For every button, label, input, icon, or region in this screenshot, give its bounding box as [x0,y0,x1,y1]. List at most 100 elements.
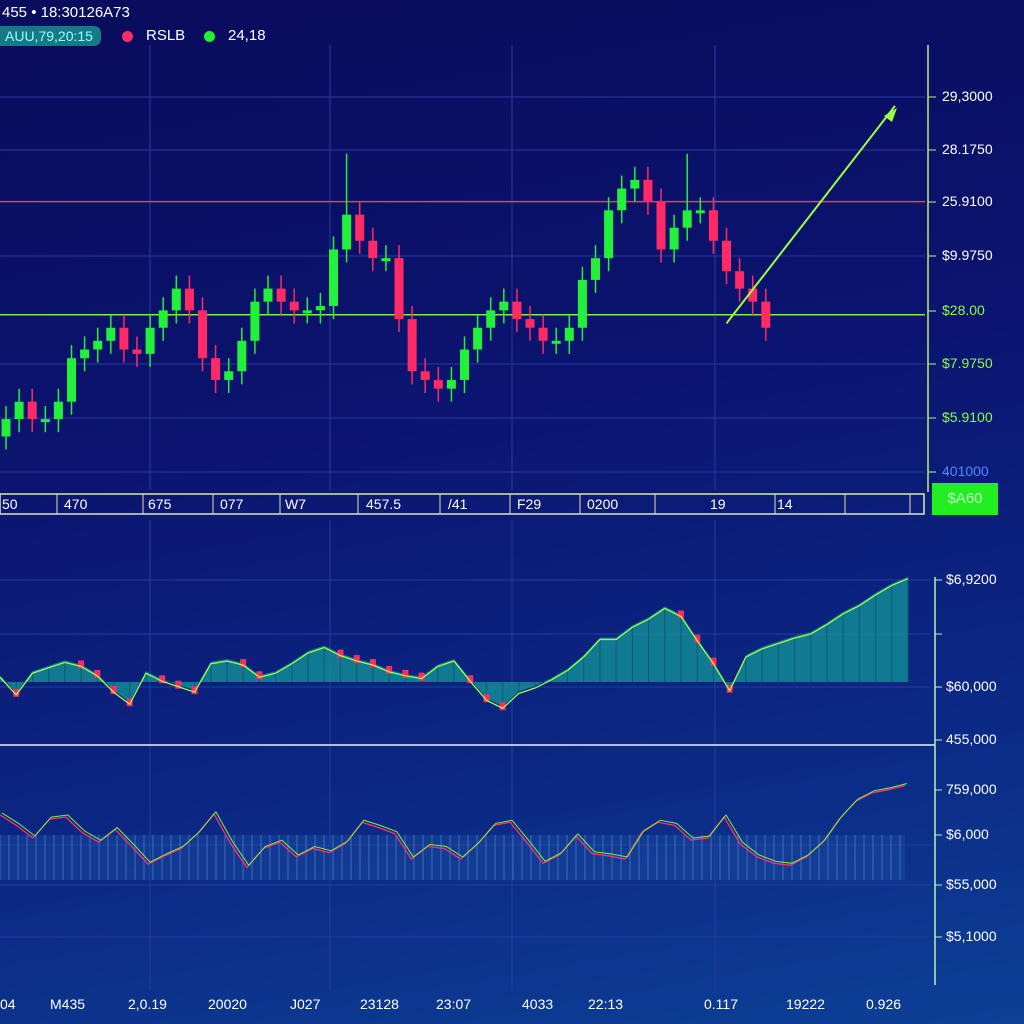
time-axis-label: 4033 [522,996,554,1012]
candle-body [250,301,260,341]
candle-body [329,249,338,306]
price-tick-label: $9.9750 [942,247,993,263]
candle-body [682,210,692,228]
histogram-marker [240,659,247,668]
candle-body [446,379,456,389]
oscillator-tick-label: $6,000 [946,826,989,842]
candle-body [381,258,391,262]
candle-body [53,401,63,420]
histogram-marker [710,657,717,666]
candle-body [591,258,600,280]
candle-body [460,349,469,380]
time-axis-label: 0.117 [704,996,738,1012]
candle-body [525,319,535,328]
histogram-marker [726,684,733,693]
time-pill[interactable]: AUU,79,20:15 [0,26,101,46]
candle-body [276,288,286,302]
x-tick-label: 14 [777,496,793,512]
time-axis-label: 04 [0,996,16,1012]
histogram-marker [78,660,85,669]
candle-body [27,401,37,420]
candle-body [302,310,312,314]
oscillator-tick-label: $55,000 [946,876,997,892]
candle-body [512,301,522,320]
time-axis-label: J027 [290,996,321,1012]
candle-body [93,340,103,350]
x-tick-label: 0200 [587,496,619,512]
histogram-marker [13,688,20,697]
candle-body [604,210,614,259]
indicator-tick-label: $6,9200 [946,571,997,587]
histogram-marker [369,659,376,668]
candle-body [669,227,679,250]
candle-body [564,327,574,341]
candle-body [420,371,430,380]
time-axis-label: 20020 [208,996,247,1012]
candle-body [80,349,90,359]
histogram-marker [353,655,360,664]
candle-body [315,306,325,311]
x-label-strip [0,493,925,515]
price-tick-label: 28.1750 [942,141,993,157]
indicator-tick-label: $60,000 [946,678,997,694]
histogram-marker [386,665,393,674]
candle-body [656,201,666,250]
candle-body [551,340,561,344]
histogram-marker [337,649,344,658]
x-tick-label: W7 [285,496,306,512]
candle-body [394,258,404,320]
histogram-line [0,578,909,710]
candle-body [643,179,653,202]
price-tick-label: 25.9100 [942,193,993,209]
candle-body [171,288,181,311]
candle-body [538,327,548,341]
histogram-marker [694,634,701,643]
histogram-marker [499,702,506,711]
candle-body [407,319,417,372]
legend-dot-green [204,31,215,42]
legend-label-0[interactable]: RSLB [146,27,186,44]
candle-body [224,371,234,380]
histogram-marker [483,694,490,703]
time-axis-label: 0.926 [866,996,902,1012]
legend-dot-red [122,31,133,42]
candle-body [158,310,168,328]
histogram-marker [256,671,263,680]
candle-body [289,301,299,311]
candle-body [106,327,116,341]
candle-body [577,279,587,328]
histogram-marker [110,686,117,695]
candle-body [132,349,142,354]
candle-body [617,188,627,211]
time-axis-label: 23:07 [436,996,472,1012]
price-tick-label: $7.9750 [942,355,993,371]
candle-body [198,310,207,359]
x-tick-label: 470 [64,496,88,512]
x-tick-label: 077 [220,496,244,512]
legend-label-1[interactable]: 24,18 [228,27,266,44]
histogram-marker [467,675,474,684]
trend-arrow-line [725,105,896,325]
price-tick-label: 29,3000 [942,88,993,104]
x-tick-label: 675 [148,496,172,512]
candle-body [355,214,365,241]
oscillator-line-red [0,784,906,869]
candle-body [486,310,496,328]
candle-body [263,288,273,302]
histogram-marker [191,686,198,695]
oscillator-band [0,835,905,880]
candle-body [722,240,731,272]
histogram-marker [678,610,684,619]
candle-body [695,210,705,214]
time-axis-label: 19222 [786,996,825,1012]
candle-body [119,327,129,350]
x-tick-label: /41 [448,496,468,512]
x-tick-label: 457.5 [366,496,402,512]
x-tick-label: F29 [517,496,542,512]
candle-body [145,327,155,354]
histogram-marker [126,698,133,707]
time-axis-label: M435 [50,996,86,1012]
time-axis-label: 22:13 [588,996,624,1012]
histogram-marker [418,672,425,681]
